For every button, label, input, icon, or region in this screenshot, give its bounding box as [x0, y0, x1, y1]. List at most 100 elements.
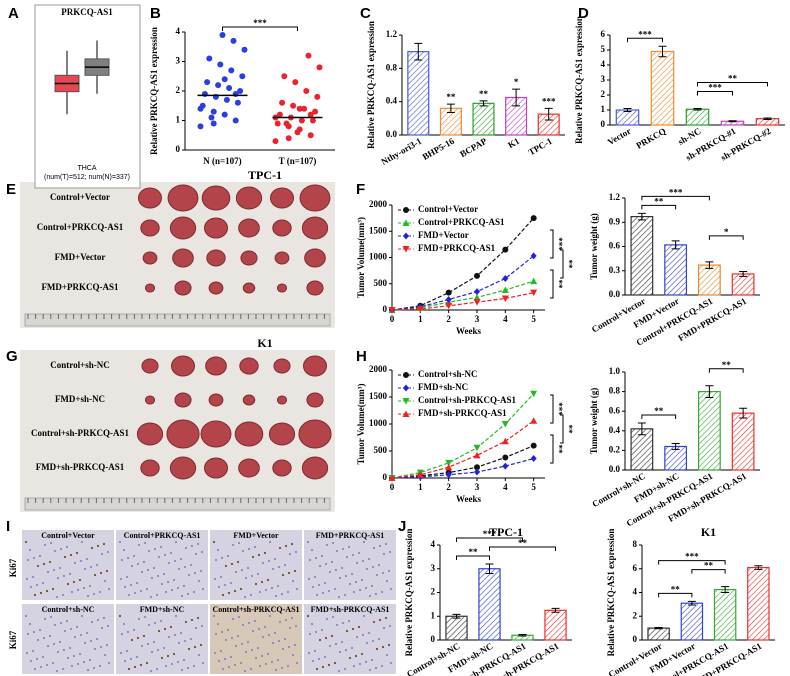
- ihc-stain: [145, 661, 149, 665]
- tumor: [298, 419, 332, 449]
- tumor: [142, 251, 158, 265]
- ihc-stain: [320, 628, 324, 632]
- ihc-stain: [88, 584, 92, 588]
- point: [217, 61, 224, 68]
- ihc-stain: [48, 560, 52, 564]
- ihc-stain: [291, 579, 295, 583]
- point: [232, 117, 239, 124]
- ihc-stain: [247, 547, 251, 551]
- ihc-stain: [254, 582, 258, 586]
- ihc-stain: [214, 558, 218, 562]
- ihc-stain: [313, 575, 317, 579]
- ihc-stain: [88, 658, 92, 662]
- ihc-stain: [244, 650, 248, 654]
- tumor: [272, 459, 292, 477]
- ihc-stain: [51, 587, 55, 591]
- marker: [403, 384, 409, 392]
- y-axis-label: Tumor Volume(mm³): [356, 217, 366, 298]
- bar: [747, 566, 770, 641]
- ihc-stain: [223, 657, 227, 661]
- ihc-stain: [351, 627, 355, 631]
- ihc-stain: [160, 656, 164, 660]
- x-tick-label: N (n=107): [203, 156, 241, 166]
- marker: [473, 293, 481, 301]
- point: [239, 73, 246, 80]
- ihc-stain: [136, 562, 140, 566]
- ihc-stain: [48, 634, 52, 638]
- ihc-stain: [260, 580, 264, 584]
- ihc-stain: [38, 554, 42, 558]
- ihc-stain: [142, 560, 146, 564]
- ihc-stain: [166, 580, 170, 584]
- ihc-stain: [227, 665, 231, 669]
- ihc-stain: [256, 572, 260, 576]
- point: [230, 37, 237, 44]
- ihc-stain: [125, 575, 129, 579]
- significance-label: ***: [685, 552, 699, 562]
- x-axis-label: THCA: [77, 165, 96, 172]
- x-axis-label: Weeks: [456, 494, 481, 504]
- ihc-stain: [79, 633, 83, 637]
- tumor: [208, 281, 224, 295]
- ihc-stain: [147, 549, 151, 553]
- ihc-stain: [224, 564, 228, 568]
- y-tick-label: 0: [601, 119, 606, 129]
- ihc-stain: [308, 558, 312, 562]
- ihc-stain: [52, 568, 56, 572]
- ihc-stain: [240, 642, 244, 646]
- ihc-stain: [125, 649, 129, 653]
- panel-letter: I: [6, 518, 10, 535]
- ihc-stain: [53, 549, 57, 553]
- error-bar: [671, 443, 680, 450]
- ihc-stain: [341, 547, 345, 551]
- ihc-stain: [377, 637, 381, 641]
- ihc-stain: [56, 576, 60, 580]
- ihc-stain: [159, 545, 163, 549]
- ihc-stain: [132, 628, 136, 632]
- x-tick-label: 1: [418, 482, 423, 492]
- tumor: [238, 458, 260, 478]
- y-tick-label: 3: [431, 563, 436, 573]
- ihc-stain: [56, 650, 60, 654]
- ihc-stain: [251, 555, 255, 559]
- ihc-stain: [388, 624, 392, 628]
- ihc-stain: [355, 561, 359, 565]
- ihc-image: [304, 530, 396, 600]
- ihc-stain: [162, 646, 166, 650]
- ihc-stain: [239, 661, 243, 665]
- bar: [615, 109, 640, 126]
- ihc-stain: [82, 660, 86, 664]
- ihc-stain: [43, 543, 47, 547]
- ihc-stain: [367, 631, 371, 635]
- ihc-stain: [66, 582, 70, 586]
- ihc-stain: [176, 586, 180, 590]
- ihc-stain: [83, 567, 87, 571]
- ihc-stain: [267, 633, 271, 637]
- ihc-stain: [49, 541, 53, 545]
- ihc-stain: [41, 581, 45, 585]
- marker: [445, 302, 453, 310]
- ihc-stain: [177, 641, 181, 645]
- ihc-stain: [62, 648, 66, 652]
- ihc-stain: [212, 614, 216, 618]
- y-tick-label: 0.0: [609, 464, 621, 474]
- ihc-tile-label: Control+Vector: [41, 531, 95, 540]
- marker: [403, 207, 409, 213]
- ihc-stain: [240, 568, 244, 572]
- point: [285, 135, 292, 142]
- ihc-stain: [364, 586, 368, 590]
- ihc-stain: [380, 590, 384, 594]
- ihc-stain: [234, 570, 238, 574]
- ihc-stain: [39, 591, 43, 595]
- ihc-stain: [170, 588, 174, 592]
- ihc-stain: [274, 668, 278, 672]
- legend-label: FMD+Vector: [418, 230, 469, 240]
- y-tick-label: 0.4: [386, 96, 398, 106]
- ihc-stain: [99, 571, 103, 575]
- marker: [445, 463, 453, 471]
- ihc-stain: [39, 665, 43, 669]
- ihc-stain: [266, 578, 270, 582]
- ihc-stain: [212, 540, 216, 544]
- ihc-stain: [360, 578, 364, 582]
- y-tick-label: 0: [633, 634, 638, 644]
